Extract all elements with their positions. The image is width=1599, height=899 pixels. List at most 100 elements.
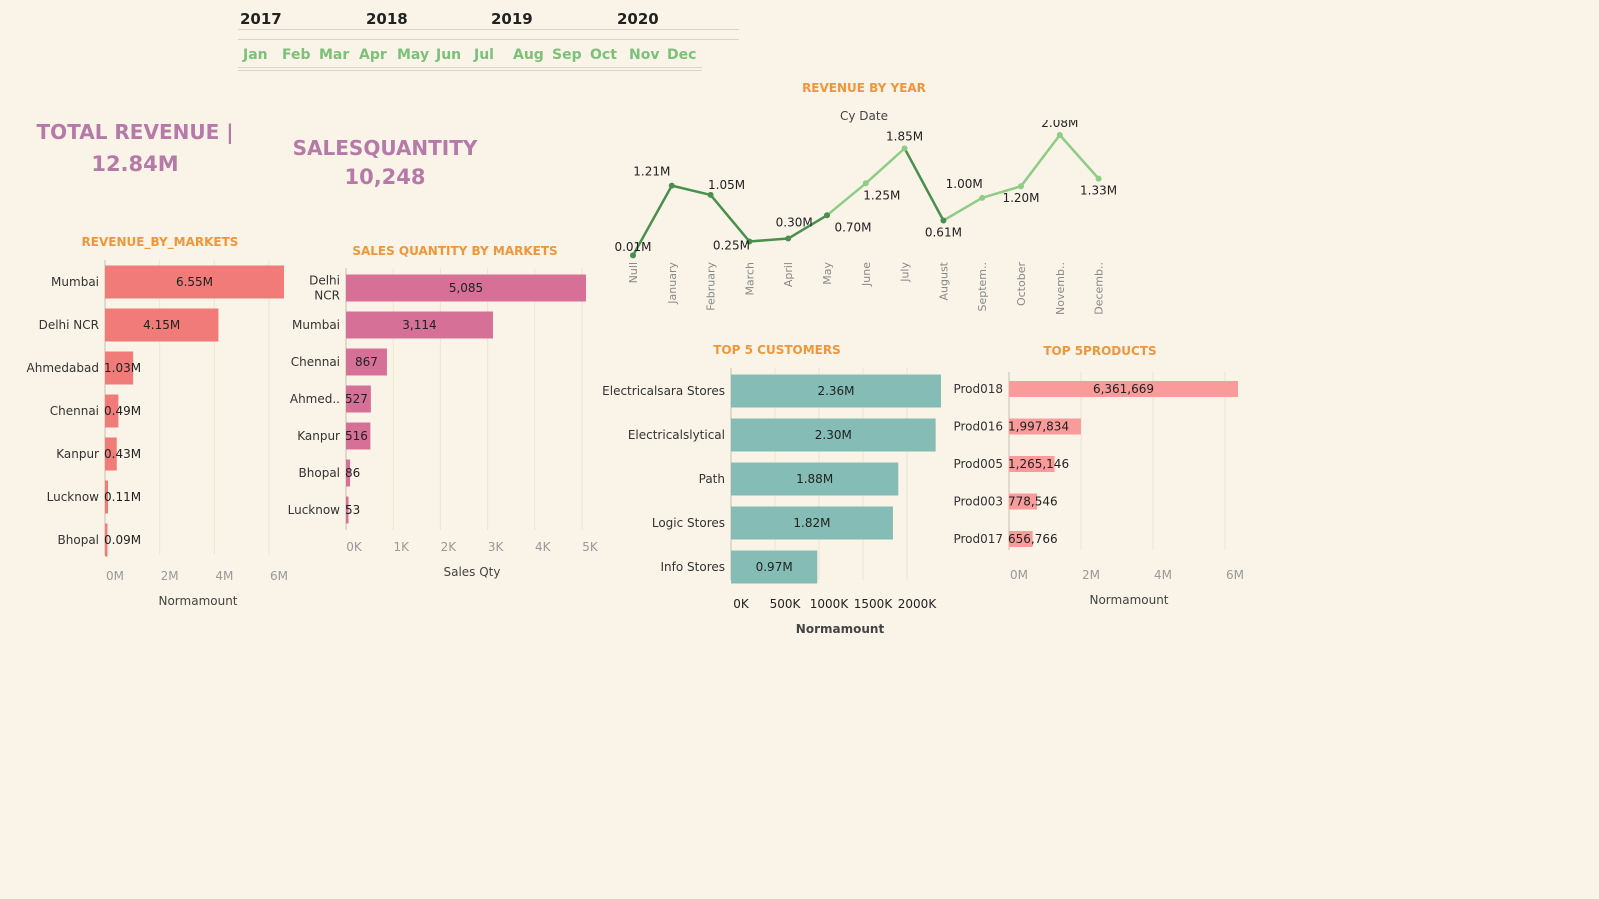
data-label: 1.85M <box>886 129 923 143</box>
category-label: Prod003 <box>953 495 1003 509</box>
series-line <box>864 147 906 185</box>
data-label: 1.82M <box>793 516 830 530</box>
data-label: 2.36M <box>817 384 854 398</box>
series-line <box>631 184 674 257</box>
data-label: 0.11M <box>104 490 141 504</box>
bar <box>731 550 818 584</box>
year-option[interactable]: 2018 <box>366 10 408 28</box>
bar <box>346 459 351 487</box>
category-label: Mumbai <box>292 318 340 332</box>
chart-title-top-5-customers: TOP 5 CUSTOMERS <box>713 343 841 357</box>
category-label: Kanpur <box>56 447 99 461</box>
month-option[interactable]: Jan <box>243 47 268 63</box>
bar <box>105 308 219 342</box>
bar <box>105 523 108 557</box>
data-point <box>707 191 714 198</box>
month-option[interactable]: Mar <box>319 47 350 63</box>
category-label: Ahmed.. <box>290 392 340 406</box>
month-option[interactable]: Feb <box>282 47 311 63</box>
data-point <box>979 194 986 201</box>
tick-label: 3K <box>488 540 505 554</box>
series-line <box>709 193 751 243</box>
category-label: Ahmedabad <box>27 361 99 375</box>
data-label: 527 <box>345 392 368 406</box>
data-point <box>746 238 753 245</box>
category-label: Electricalslytical <box>628 428 725 442</box>
tick-label: 4M <box>1154 568 1172 582</box>
series-line <box>1058 133 1100 180</box>
data-label: 0.61M <box>925 226 962 240</box>
bar <box>105 480 109 514</box>
month-option[interactable]: Nov <box>629 47 660 63</box>
month-option[interactable]: Dec <box>667 47 697 63</box>
month-option[interactable]: Oct <box>590 47 617 63</box>
series-line <box>825 182 868 217</box>
axis-title: Normamount <box>158 594 237 608</box>
data-point <box>630 252 636 259</box>
data-label: 0.49M <box>104 404 141 418</box>
revenue-by-markets-chart: Mumbai 6.55M Delhi NCR 4.15M Ahmedabad 1.03M C… <box>27 260 288 608</box>
data-label: 2.08M <box>1041 120 1078 130</box>
category-label: Chennai <box>291 355 340 369</box>
tick-label: February <box>705 262 718 311</box>
data-label: 1.20M <box>1002 191 1039 205</box>
tick-label: March <box>743 262 756 296</box>
category-label: Bhopal <box>299 466 340 480</box>
month-option[interactable]: Apr <box>359 47 387 63</box>
tick-label: 2M <box>161 569 179 583</box>
category-label: Delhi NCR <box>39 318 99 332</box>
bar <box>105 265 284 299</box>
tick-label: 6M <box>1226 568 1244 582</box>
data-label: 0.01M <box>614 240 651 254</box>
bar <box>346 385 371 413</box>
data-label: 1.05M <box>708 178 745 192</box>
month-option[interactable]: Aug <box>513 47 544 63</box>
data-label: 0.97M <box>756 560 793 574</box>
data-label: 6.55M <box>176 275 213 289</box>
data-label: 1,997,834 <box>1008 420 1069 434</box>
month-option[interactable]: Jun <box>436 47 462 63</box>
divider <box>238 29 739 30</box>
bar <box>731 506 893 540</box>
month-option[interactable]: May <box>397 47 430 63</box>
data-label: 1.00M <box>946 177 983 191</box>
tick-label: 2M <box>1082 568 1100 582</box>
data-label: 1.03M <box>104 361 141 375</box>
bar <box>1009 418 1081 435</box>
bar <box>1009 381 1238 397</box>
data-point <box>940 217 947 224</box>
bar <box>346 348 387 376</box>
year-option[interactable]: 2019 <box>491 10 533 28</box>
data-point <box>824 212 830 219</box>
sales-quantity-value: 10,248 <box>344 165 426 189</box>
bar <box>1009 531 1033 547</box>
data-label: 2.30M <box>815 428 852 442</box>
category-label: Prod018 <box>953 382 1003 396</box>
revenue-by-year-chart: 0.01M 1.21M 1.05M 0.25M 0.30M 0.70M 1.25M 1.85M… <box>614 120 1117 315</box>
data-point <box>862 180 869 187</box>
data-point <box>1018 183 1024 190</box>
axis-title: Normamount <box>796 622 885 636</box>
bar <box>346 311 493 339</box>
year-option[interactable]: 2017 <box>240 10 282 28</box>
month-option[interactable]: Jul <box>474 47 494 63</box>
tick-label: 2K <box>441 540 458 554</box>
category-label: Path <box>699 472 725 486</box>
data-label: 1.88M <box>796 472 833 486</box>
category-label: NCR <box>314 289 340 303</box>
tick-label: 0M <box>106 569 124 583</box>
series-line <box>1019 133 1062 188</box>
bar <box>1009 493 1038 510</box>
month-option[interactable]: Sep <box>552 47 582 63</box>
data-label: 1,265,146 <box>1008 457 1069 471</box>
tick-label: May <box>821 262 834 285</box>
data-point <box>668 182 675 189</box>
tick-label: 0M <box>1010 568 1028 582</box>
tick-label: 1000K <box>810 597 850 611</box>
data-label: 1.21M <box>633 165 670 179</box>
data-point <box>1056 132 1063 138</box>
data-label: 0.09M <box>104 533 141 547</box>
data-label: 5,085 <box>449 281 483 295</box>
series-line <box>748 237 790 243</box>
year-option[interactable]: 2020 <box>617 10 659 28</box>
